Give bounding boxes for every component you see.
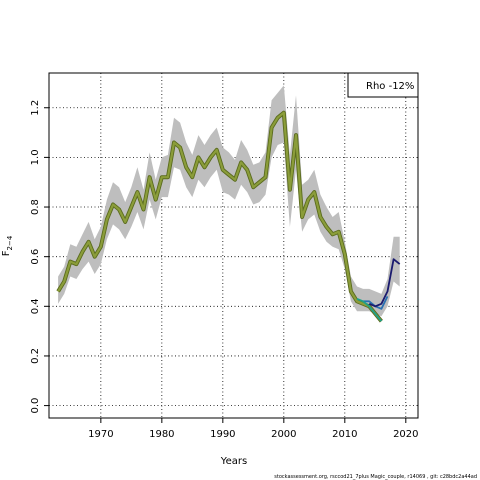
grid-lines <box>49 73 418 418</box>
y-axis-title-subscript: 2−4 <box>6 235 14 250</box>
footer-note: stockassessment.org, rsccod21_7plus Magi… <box>274 474 477 480</box>
y-tick-label-0.6: 0.6 <box>30 249 41 265</box>
series-line-3 <box>368 258 401 308</box>
y-tick-label-0.8: 0.8 <box>30 199 41 215</box>
legend-box <box>347 72 419 98</box>
x-tick-label-1980: 1980 <box>149 429 174 440</box>
x-tick-label-1970: 1970 <box>88 429 113 440</box>
plot-frame <box>48 72 419 419</box>
x-axis-title: Years <box>220 456 247 467</box>
y-tick-label-1: 1.0 <box>30 149 41 165</box>
y-tick-label-1.2: 1.2 <box>30 100 41 116</box>
x-tick-label-1990: 1990 <box>210 429 235 440</box>
svg-text:F2−4: F2−4 <box>1 235 14 256</box>
y-tick-label-0.2: 0.2 <box>30 348 41 364</box>
y-axis-title-main: F <box>1 250 12 256</box>
x-tick-label-2000: 2000 <box>271 429 296 440</box>
legend: Rho -12% <box>347 72 419 98</box>
y-tick-label-0: 0.0 <box>30 398 41 414</box>
x-tick-label-2010: 2010 <box>332 429 357 440</box>
series-line-main <box>57 111 383 322</box>
y-tick-label-0.4: 0.4 <box>30 298 41 314</box>
y-axis-title: F2−4 <box>1 235 14 256</box>
confidence-band-layer <box>58 85 400 317</box>
series-layer <box>56 110 401 323</box>
series-line-2 <box>356 298 383 322</box>
confidence-band <box>58 85 400 317</box>
x-tick-label-2020: 2020 <box>393 429 418 440</box>
legend-text: Rho -12% <box>366 81 414 92</box>
axis-layer: 1970 1980 1990 2000 2010 2020 0.0 0.2 0.4 0.6 0.8 1… <box>30 100 419 440</box>
